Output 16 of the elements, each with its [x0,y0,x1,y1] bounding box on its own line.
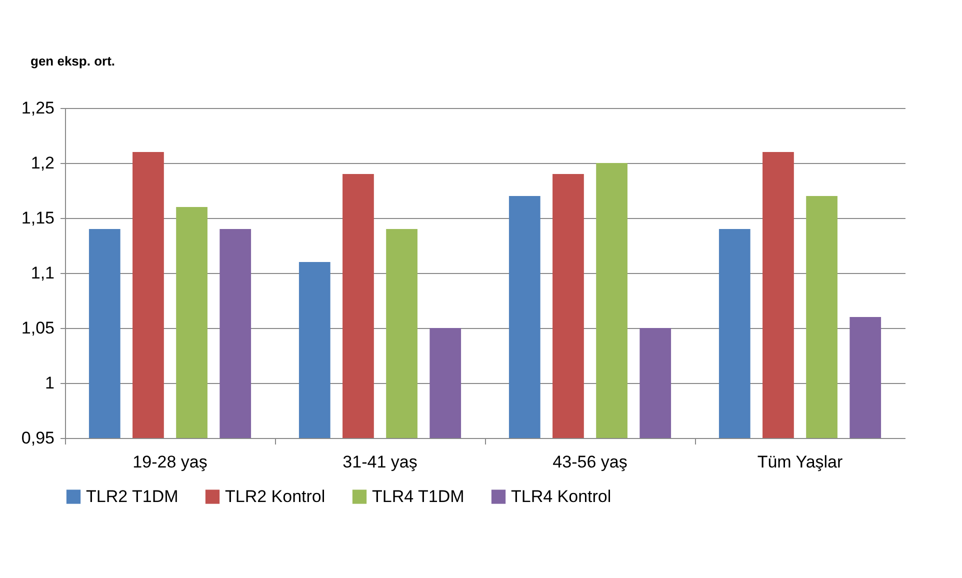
y-axis-title: gen eksp. ort. [30,54,116,68]
y-tick-label: 1,15 [21,208,54,228]
y-tick-label: 1,1 [30,264,54,282]
y-tick-label: 1,2 [30,154,54,172]
y-tick-label: 1 [45,374,54,392]
legend-label: TLR2 Kontrol [225,486,326,506]
y-tick-label: 1,25 [21,98,54,118]
y-tick-label: 1,05 [21,318,54,338]
x-tick-label: 43-56 yaş [552,452,628,472]
legend-label: TLR4 T1DM [372,486,464,506]
x-tick-label: 31-41 yaş [342,452,418,472]
legend-label: TLR2 T1DM [86,486,178,506]
x-tick-label: 19-28 yaş [132,452,208,472]
x-tick-label: Tüm Yaşlar [757,452,844,472]
legend-label: TLR4 Kontrol [511,486,612,506]
y-tick-label: 0,95 [21,428,54,448]
